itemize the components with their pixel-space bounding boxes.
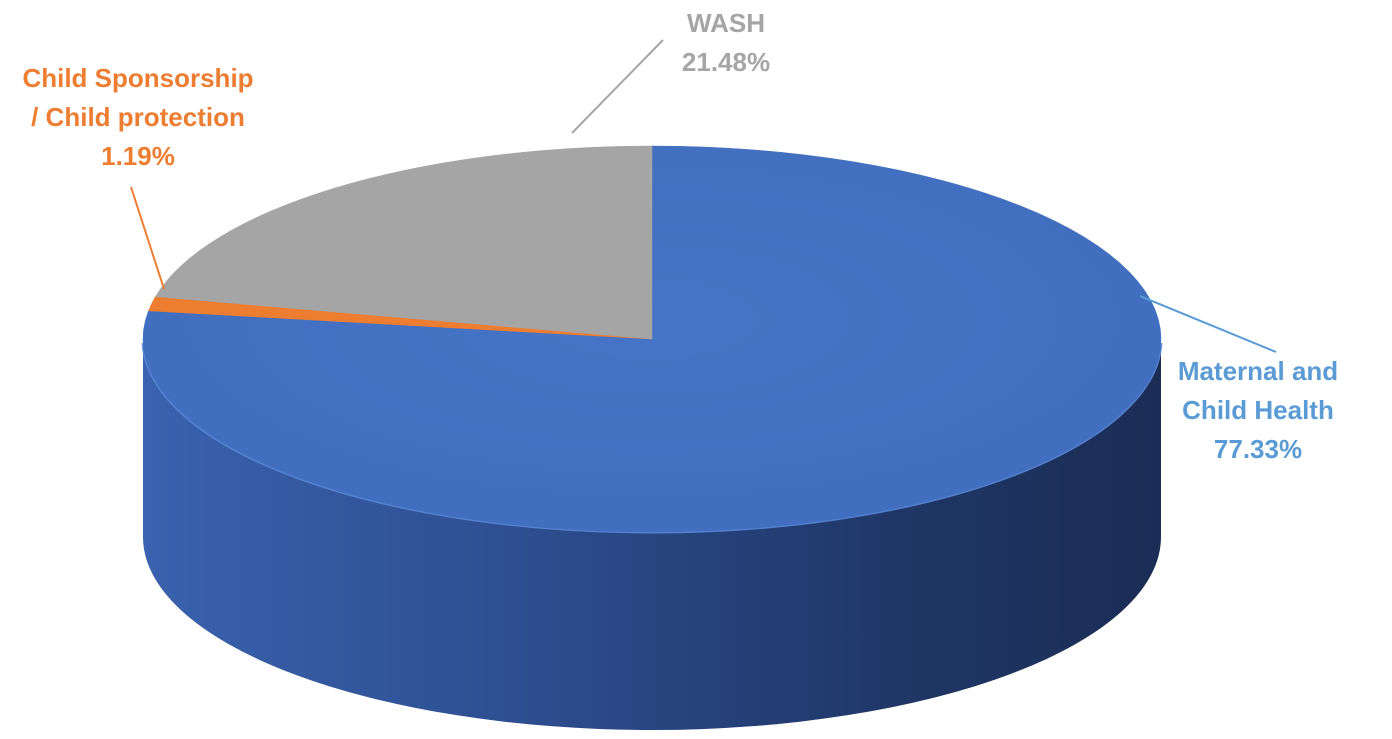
- pie-label-layer: Maternal and Child Health 77.33% Child Spon…: [22, 8, 1338, 464]
- leader-line-0: [1139, 295, 1277, 353]
- data-label-name-line: Child Sponsorship: [22, 63, 253, 93]
- pie-slice-2: [154, 145, 653, 340]
- pie-top-layer: [142, 145, 1162, 533]
- data-label-2: WASH 21.48%: [682, 8, 770, 77]
- data-label-name-line: Maternal and: [1178, 356, 1338, 386]
- data-label-name-line: / Child protection: [31, 102, 245, 132]
- leader-line-2: [571, 39, 664, 134]
- data-label-0: Maternal and Child Health 77.33%: [1178, 356, 1338, 464]
- data-label-name-line: Child Health: [1182, 395, 1334, 425]
- pie-side-0: [143, 339, 1161, 730]
- leader-line-1: [130, 186, 165, 290]
- data-label-value: 1.19%: [101, 141, 175, 171]
- data-label-value: 21.48%: [682, 47, 770, 77]
- data-label-name-line: WASH: [687, 8, 765, 38]
- data-label-value: 77.33%: [1214, 434, 1302, 464]
- pie-leader-layer: [130, 39, 1277, 353]
- data-label-1: Child Sponsorship / Child protection 1.19%: [22, 63, 253, 171]
- pie-slice-0: [142, 145, 1162, 533]
